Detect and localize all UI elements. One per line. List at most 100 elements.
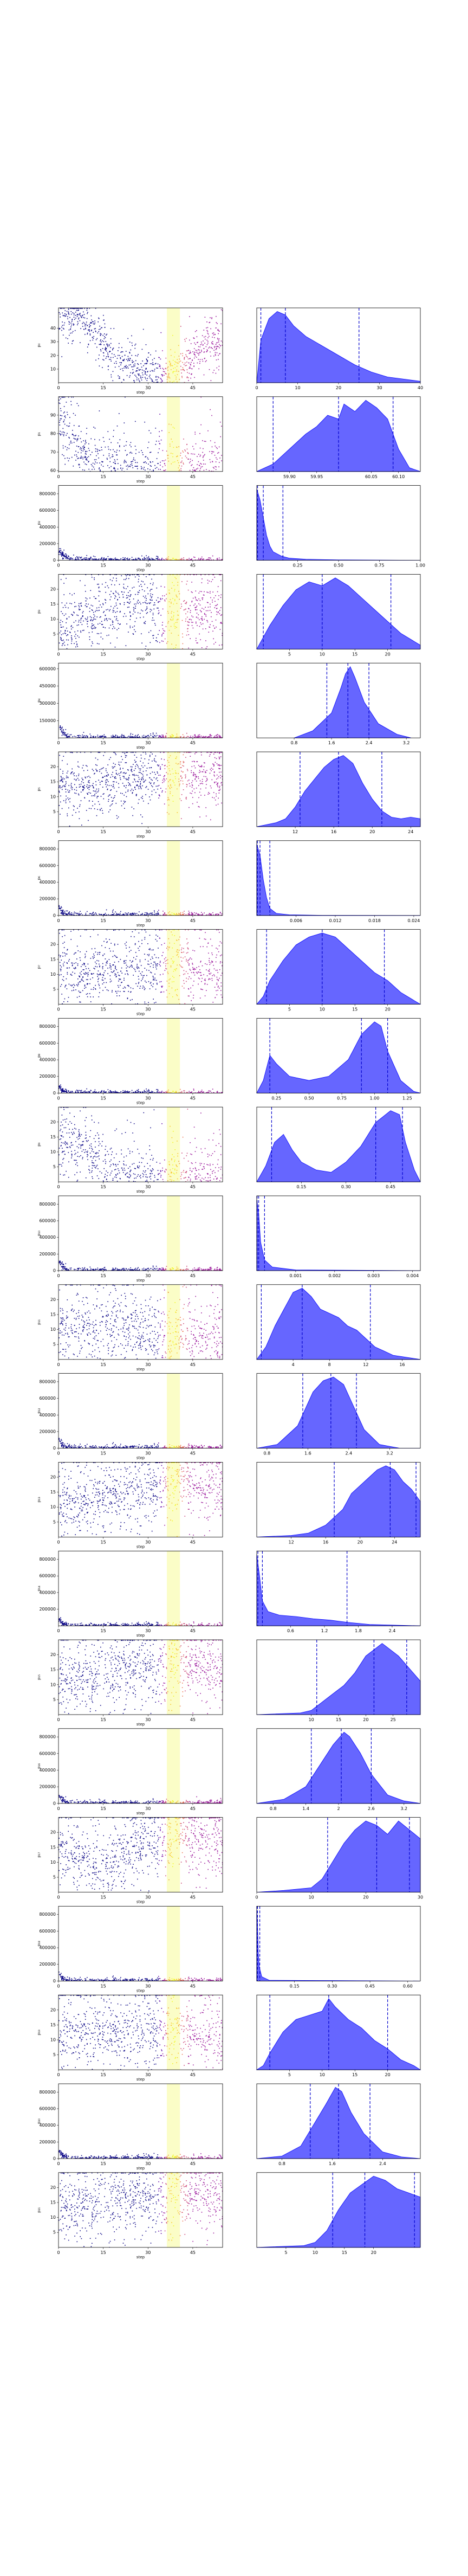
trace-sample-point (140, 559, 141, 560)
trace-sample-point (171, 611, 172, 612)
trace-sample-point (108, 618, 110, 620)
trace-sample-point (106, 350, 107, 352)
trace-sample-point (161, 737, 162, 738)
trace-sample-point (60, 418, 61, 420)
trace-sample-point (113, 784, 114, 785)
trace-sample-point (180, 603, 182, 605)
trace-sample-point (196, 468, 197, 470)
trace-sample-point (129, 352, 131, 354)
trace-sample-point (83, 329, 84, 330)
trace-sample-point (144, 558, 145, 559)
trace-sample-point (152, 381, 153, 382)
trace-sample-point (68, 639, 69, 641)
trace-sample-point (71, 396, 72, 398)
y-tick-label: 90 (50, 413, 56, 417)
trace-sample-point (205, 463, 206, 465)
trace-sample-point (69, 736, 70, 738)
trace-sample-point (102, 437, 104, 438)
trace-sample-point (102, 787, 103, 788)
trace-sample-point (61, 728, 62, 730)
trace-sample-point (117, 468, 119, 470)
axes-frame (58, 396, 223, 472)
trace-sample-point (110, 590, 112, 592)
trace-sample-point (170, 626, 172, 627)
trace-sample-point (176, 369, 177, 371)
trace-sample-point (58, 312, 60, 313)
trace-sample-point (172, 620, 173, 621)
trace-sample-point (86, 308, 88, 309)
trace-sample-point (88, 448, 89, 449)
trace-sample-point (92, 769, 93, 770)
trace-sample-point (151, 558, 152, 559)
trace-sample-point (125, 366, 126, 368)
trace-sample-point (113, 449, 114, 450)
trace-sample-point (206, 779, 208, 780)
trace-sample-point (196, 352, 198, 353)
trace-sample-point (89, 616, 91, 617)
trace-sample-point (193, 353, 194, 355)
trace-sample-point (109, 351, 111, 352)
trace-sample-point (122, 370, 123, 371)
trace-sample-point (193, 737, 195, 738)
x-tick-label: 15 (101, 740, 106, 745)
trace-sample-point (102, 466, 104, 467)
trace-sample-point (202, 599, 203, 600)
trace-sample-point (66, 311, 68, 312)
trace-sample-point (92, 625, 94, 626)
trace-density-band (166, 485, 180, 561)
trace-sample-point (68, 616, 70, 617)
trace-sample-point (80, 735, 81, 737)
trace-sample-point (160, 439, 162, 441)
trace-sample-point (180, 608, 181, 609)
trace-sample-point (191, 559, 192, 560)
trace-sample-point (153, 620, 154, 621)
trace-sample-point (145, 456, 146, 458)
trace-sample-point (78, 310, 79, 311)
trace-sample-point (71, 635, 72, 636)
trace-sample-point (197, 362, 198, 364)
trace-sample-point (213, 597, 214, 598)
trace-sample-point (69, 632, 71, 633)
trace-sample-point (208, 632, 210, 633)
trace-sample-point (152, 364, 153, 365)
trace-sample-point (194, 735, 195, 736)
trace-sample-point (184, 370, 185, 371)
trace-sample-point (166, 594, 167, 595)
trace-sample-point (100, 335, 101, 336)
trace-sample-point (218, 333, 219, 334)
trace-sample-point (207, 737, 209, 738)
trace-sample-point (194, 357, 195, 359)
trace-sample-point (96, 455, 97, 456)
trace-sample-point (203, 762, 205, 763)
trace-sample-point (101, 327, 102, 329)
trace-sample-point (172, 574, 173, 575)
trace-sample-point (152, 635, 153, 636)
trace-sample-point (179, 593, 180, 595)
trace-sample-point (180, 369, 182, 371)
trace-sample-point (100, 616, 101, 617)
trace-sample-point (150, 799, 151, 801)
trace-sample-point (79, 818, 80, 819)
trace-sample-point (116, 578, 117, 579)
trace-sample-point (205, 346, 207, 347)
trace-sample-point (205, 336, 206, 337)
trace-sample-point (98, 458, 99, 459)
trace-sample-point (82, 469, 83, 471)
trace-sample-point (127, 597, 128, 598)
trace-points (58, 574, 223, 649)
trace-sample-point (208, 559, 210, 561)
trace-sample-point (216, 558, 218, 559)
trace-sample-point (218, 735, 219, 736)
trace-sample-point (112, 609, 114, 611)
trace-sample-point (193, 604, 194, 606)
trace-sample-point (58, 402, 60, 404)
trace-sample-point (63, 419, 65, 421)
trace-sample-point (182, 765, 183, 767)
trace-sample-point (65, 315, 67, 317)
trace-sample-point (173, 612, 174, 613)
trace-sample-point (99, 462, 100, 463)
trace-sample-point (213, 332, 214, 333)
trace-sample-point (58, 400, 60, 401)
trace-sample-point (177, 574, 178, 575)
